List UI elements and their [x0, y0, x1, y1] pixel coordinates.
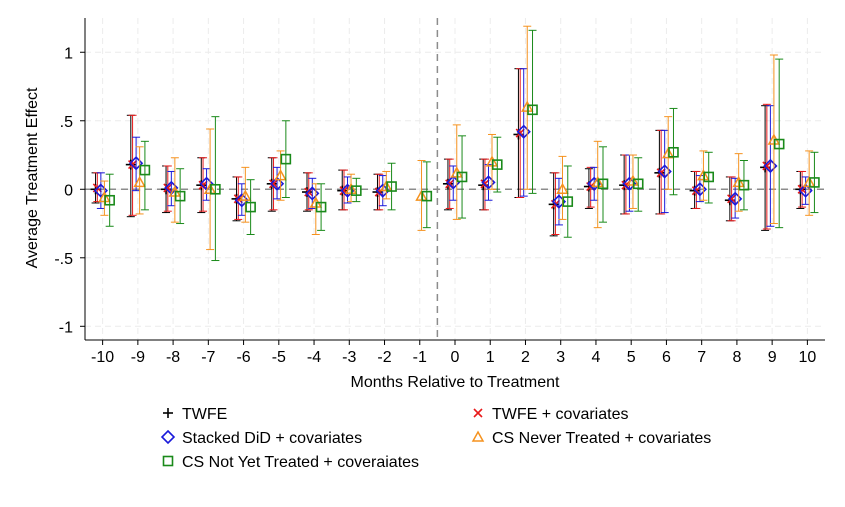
- y-axis-title: Average Treatment Effect: [24, 87, 41, 268]
- legend-item: TWFE: [163, 406, 227, 423]
- data-point: [104, 194, 115, 206]
- data-point: [174, 190, 186, 202]
- x-tick-label: 4: [591, 349, 600, 366]
- x-tick-label: -1: [413, 349, 427, 366]
- x-tick-label: 9: [768, 349, 777, 366]
- data-point: [268, 179, 279, 189]
- x-tick-label: -10: [91, 349, 114, 366]
- data-point: [668, 146, 679, 158]
- legend-item: CS Never Treated + covariates: [471, 430, 711, 447]
- legend-label: CS Not Yet Treated + coveraiates: [182, 454, 419, 471]
- y-tick-label: 0: [64, 182, 73, 199]
- legend-item: TWFE + covariates: [473, 406, 628, 423]
- data-point: [280, 153, 292, 165]
- reference-lines: [85, 18, 825, 340]
- x-tick-label: -2: [377, 349, 391, 366]
- data-point: [597, 178, 609, 190]
- legend-marker: [473, 408, 483, 418]
- legend-marker: [471, 430, 485, 442]
- x-tick-label: 7: [697, 349, 706, 366]
- data-point: [421, 190, 433, 202]
- y-tick-label: .5: [60, 114, 73, 131]
- data-point: [386, 181, 397, 192]
- x-tick-label: 0: [451, 349, 460, 366]
- legend-label: Stacked DiD + covariates: [182, 430, 362, 447]
- x-tick-label: 5: [627, 349, 636, 366]
- data-point: [456, 171, 468, 183]
- data-point: [491, 159, 503, 170]
- x-tick-label: 2: [521, 349, 530, 366]
- series-4: [104, 29, 820, 262]
- data-point: [351, 185, 362, 196]
- x-tick-label: -7: [201, 349, 215, 366]
- data-point: [632, 178, 644, 190]
- legend-label: TWFE + covariates: [492, 406, 628, 423]
- legend-item: Stacked DiD + covariates: [160, 429, 362, 447]
- data-point: [527, 104, 538, 116]
- x-tick-label: -9: [131, 349, 145, 366]
- x-tick-label: 6: [662, 349, 671, 366]
- legend-marker: [160, 429, 176, 445]
- series-marks: [90, 25, 820, 262]
- x-axis-title: Months Relative to Treatment: [351, 374, 561, 391]
- data-point: [556, 182, 569, 195]
- legend-item: CS Not Yet Treated + coveraiates: [162, 454, 419, 471]
- data-point: [315, 201, 327, 213]
- data-point: [727, 194, 737, 204]
- gridlines: [85, 18, 825, 340]
- legend-marker: [163, 408, 173, 418]
- y-tick-label: -.5: [54, 251, 73, 268]
- data-point: [239, 189, 252, 201]
- data-point: [163, 183, 173, 193]
- data-point: [139, 164, 151, 176]
- legend-label: TWFE: [182, 406, 227, 423]
- x-tick-label: -6: [236, 349, 250, 366]
- x-tick-label: -3: [342, 349, 356, 366]
- legend-marker: [162, 455, 174, 467]
- data-point: [809, 177, 820, 188]
- data-point: [210, 183, 221, 195]
- x-tick-label: 8: [732, 349, 741, 366]
- tick-labels: -10 -9 -8 -7 -6 -5 -4 -3 -2 -1 0 1 2 3 4 5 6 7 8 9 10-1-.50.…: [54, 45, 816, 366]
- data-point: [562, 196, 574, 207]
- data-point: [245, 201, 256, 213]
- data-point: [274, 169, 287, 181]
- x-tick-label: 3: [556, 349, 565, 366]
- legend: TWFE TWFE + covariates Stacked DiD + covar…: [160, 406, 711, 471]
- data-point: [762, 161, 772, 171]
- x-tick-label: -8: [166, 349, 180, 366]
- data-point: [738, 179, 750, 191]
- data-point: [703, 171, 715, 183]
- y-tick-label: 1: [64, 45, 73, 62]
- x-tick-label: 10: [798, 349, 816, 366]
- x-tick-label: -4: [307, 349, 321, 366]
- legend-label: CS Never Treated + covariates: [492, 430, 711, 447]
- x-tick-label: -5: [272, 349, 286, 366]
- data-point: [661, 147, 675, 159]
- data-point: [773, 138, 785, 150]
- data-point: [133, 175, 146, 188]
- y-tick-label: -1: [59, 319, 73, 336]
- axes: [80, 18, 825, 345]
- x-tick-label: 1: [486, 349, 495, 366]
